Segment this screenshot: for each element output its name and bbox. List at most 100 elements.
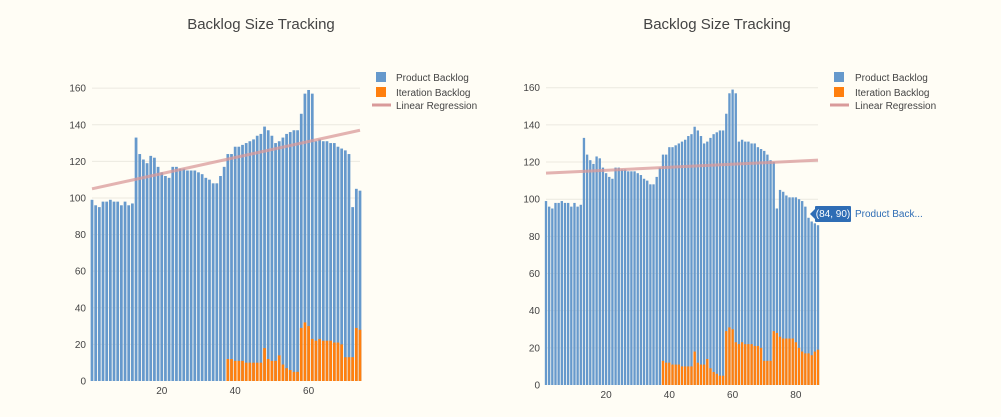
iteration-backlog-bar [318, 338, 321, 381]
y-tick-label: 60 [75, 267, 87, 278]
product-backlog-bar [551, 208, 554, 385]
product-backlog-bar [807, 217, 810, 385]
iteration-backlog-bar [725, 331, 728, 385]
legend-swatch-iteration-backlog[interactable] [834, 87, 844, 97]
hover-series-label: Product Back... [855, 209, 923, 220]
product-backlog-bar [325, 141, 329, 381]
iteration-backlog-bar [810, 355, 813, 385]
hover-value-text: (84, 90) [816, 209, 850, 220]
product-backlog-bar [585, 154, 589, 385]
iteration-backlog-bar [759, 347, 763, 385]
y-tick-label: 140 [69, 120, 86, 131]
y-tick-label: 120 [523, 158, 540, 169]
product-backlog-bar [582, 137, 586, 385]
product-backlog-bar [105, 201, 109, 381]
product-backlog-bar [219, 176, 222, 381]
iteration-backlog-bar [336, 342, 340, 381]
linear-regression-line [545, 158, 819, 175]
legend-label-linear-regression[interactable]: Linear Regression [855, 101, 936, 112]
iteration-backlog-bar [296, 371, 299, 381]
legend-swatch-iteration-backlog[interactable] [376, 87, 386, 97]
product-backlog-bar [573, 202, 576, 385]
legend-label-product-backlog[interactable]: Product Backlog [855, 73, 928, 84]
product-backlog-bar [116, 201, 120, 381]
iteration-backlog-bar [661, 360, 665, 385]
product-backlog-bar [617, 167, 620, 385]
legend-label-product-backlog[interactable]: Product Backlog [396, 73, 469, 84]
product-backlog-bar [288, 132, 292, 381]
product-backlog-bar [292, 130, 296, 381]
iteration-backlog-bar [263, 348, 266, 381]
iteration-backlog-bar [314, 340, 318, 381]
product-backlog-bar [171, 166, 175, 381]
product-backlog-bar [200, 174, 204, 381]
iteration-backlog-bar [699, 364, 703, 385]
product-backlog-bar [119, 205, 123, 381]
iteration-backlog-bar [248, 362, 252, 381]
product-backlog-bar [149, 155, 153, 381]
product-backlog-bar [592, 163, 595, 385]
iteration-backlog-bar [737, 344, 741, 385]
legend-label-iteration-backlog[interactable]: Iteration Backlog [396, 88, 471, 99]
iteration-backlog-bar [230, 359, 233, 381]
product-backlog-bar [307, 89, 310, 382]
product-backlog-bar [204, 177, 208, 381]
iteration-backlog-bar [769, 360, 772, 385]
product-backlog-bar [112, 201, 116, 381]
product-backlog-bar [658, 167, 662, 385]
iteration-backlog-bar [734, 342, 737, 385]
iteration-backlog-bar [671, 364, 674, 385]
legend[interactable]: Product Backlog Iteration Backlog Linear… [830, 72, 936, 112]
product-backlog-bar [623, 169, 627, 385]
product-backlog-bar [696, 130, 699, 385]
iteration-backlog-bar [303, 322, 307, 381]
product-backlog-bar [248, 141, 252, 381]
iteration-backlog-bar [674, 364, 677, 385]
iteration-backlog-bar [277, 355, 281, 381]
legend-swatch-product-backlog[interactable] [376, 72, 386, 82]
product-backlog-bar [252, 139, 255, 381]
product-backlog-bar [336, 146, 340, 381]
product-backlog-bar [270, 135, 274, 381]
product-backlog-bar [671, 147, 674, 385]
product-backlog-bar [193, 170, 197, 381]
product-backlog-bar [222, 166, 226, 381]
product-backlog-bar [101, 201, 105, 381]
iteration-backlog-bar [299, 327, 303, 381]
y-tick-label: 160 [69, 84, 86, 95]
x-axis-ticks: 20 40 60 [156, 386, 314, 397]
iteration-backlog-bar [715, 373, 718, 385]
product-backlog-bar [750, 143, 753, 385]
product-backlog-bars [544, 89, 820, 386]
product-backlog-bar [134, 137, 138, 381]
iteration-backlog-bar [778, 336, 782, 385]
legend-label-linear-regression[interactable]: Linear Regression [396, 101, 477, 112]
iteration-backlog-bar [756, 345, 760, 385]
y-tick-label: 60 [529, 269, 541, 280]
product-backlog-bar [358, 190, 362, 381]
product-backlog-bar [547, 206, 551, 385]
product-backlog-bar [737, 141, 741, 385]
product-backlog-bar [576, 206, 579, 385]
product-backlog-bar [775, 208, 779, 385]
legend-label-iteration-backlog[interactable]: Iteration Backlog [855, 88, 930, 99]
legend-swatch-product-backlog[interactable] [834, 72, 844, 82]
product-backlog-bar [668, 147, 671, 385]
y-tick-label: 0 [534, 381, 540, 392]
product-backlog-bar [127, 205, 131, 381]
product-backlog-bar [230, 154, 233, 381]
iteration-backlog-bar [804, 353, 807, 385]
product-backlog-bar [740, 139, 744, 385]
y-tick-label: 80 [75, 230, 87, 241]
iteration-backlog-bar [807, 353, 810, 385]
product-backlog-bar [753, 143, 756, 385]
product-backlog-bar [131, 203, 134, 381]
product-backlog-bar [772, 162, 775, 385]
product-backlog-bar [310, 93, 314, 381]
iteration-backlog-bar [668, 362, 671, 385]
product-backlog-bar [167, 177, 171, 381]
chart-title: Backlog Size Tracking [643, 16, 791, 33]
iteration-backlog-bar [329, 340, 333, 381]
product-backlog-bar [608, 176, 611, 385]
legend[interactable]: Product Backlog Iteration Backlog Linear… [372, 72, 477, 112]
